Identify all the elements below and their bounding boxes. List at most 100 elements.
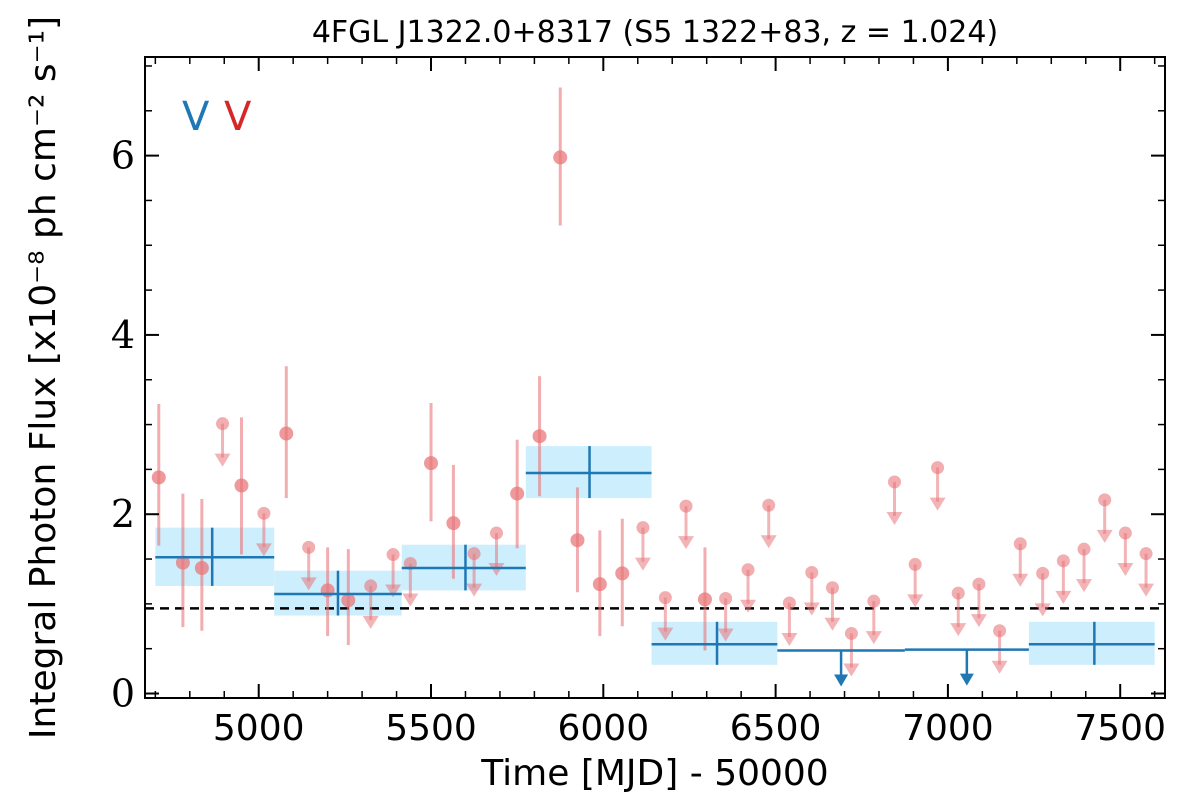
x-tick-label: 5000: [213, 708, 305, 749]
short-bin-limit-arrow: [950, 623, 967, 637]
short-bin-point: [532, 429, 547, 444]
short-bin-limit-arrow: [929, 497, 946, 511]
x-tick-label: 7000: [902, 708, 994, 749]
short-bin-series: [151, 87, 1155, 677]
short-bin-limit-point: [931, 461, 945, 475]
long-bin-limit-arrow: [834, 674, 849, 687]
short-bin-limit-arrow: [824, 617, 841, 631]
short-bin-limit-point: [1013, 537, 1027, 551]
short-bin-point: [234, 478, 249, 493]
x-tick-label: 6000: [557, 708, 649, 749]
short-bin-limit-point: [951, 586, 965, 600]
y-tick-label: 4: [111, 313, 135, 357]
short-bin-limit-arrow: [678, 536, 695, 550]
x-tick-label: 7500: [1074, 708, 1166, 749]
short-bin-point: [553, 150, 568, 165]
short-bin-limit-point: [302, 540, 316, 554]
long-bin-series: [155, 446, 1155, 687]
short-bin-limit-arrow: [634, 557, 651, 571]
short-bin-limit-point: [216, 417, 230, 431]
short-bin-limit-arrow: [803, 602, 820, 616]
short-bin-point: [175, 555, 190, 570]
short-bin-limit-point: [257, 506, 271, 520]
short-bin-limit-point: [825, 581, 839, 595]
short-bin-limit-point: [658, 591, 672, 605]
short-bin-point: [570, 533, 585, 548]
short-bin-point: [446, 516, 461, 531]
chart-title: 4FGL J1322.0+8317 (S5 1322+83, z = 1.024…: [312, 15, 998, 50]
short-bin-limit-arrow: [760, 535, 777, 549]
short-bin-limit-point: [1118, 526, 1132, 540]
short-bin-limit-point: [908, 557, 922, 571]
short-bin-limit-arrow: [991, 660, 1008, 674]
short-bin-limit-point: [782, 596, 796, 610]
short-bin-limit-arrow: [488, 563, 505, 577]
short-bin-limit-point: [887, 475, 901, 489]
short-bin-limit-arrow: [970, 614, 987, 628]
short-bin-limit-arrow: [843, 663, 860, 677]
short-bin-limit-point: [679, 499, 693, 513]
short-bin-limit-arrow: [402, 593, 419, 607]
y-axis-label: Integral Photon Flux [x10⁻⁸ ph cm⁻² s⁻¹]: [23, 16, 64, 739]
short-bin-point: [615, 566, 630, 581]
short-bin-limit-arrow: [385, 584, 402, 598]
short-bin-point: [341, 593, 356, 608]
short-bin-limit-arrow: [300, 577, 317, 591]
short-bin-limit-point: [467, 547, 481, 561]
short-bin-point: [151, 470, 166, 485]
short-bin-limit-point: [805, 565, 819, 579]
x-tick-label: 6500: [730, 708, 822, 749]
axis-ticks: 5000 5500 6000 6500 7000 7500 0 2 4 6: [111, 57, 1166, 749]
x-tick-label: 5500: [385, 708, 477, 749]
short-bin-point: [697, 592, 712, 607]
short-bin-limit-arrow: [1076, 579, 1093, 593]
long-bin-limit-arrow: [959, 673, 974, 686]
short-bin-limit-point: [1036, 566, 1050, 580]
short-bin-point: [592, 577, 607, 592]
short-bin-limit-point: [1139, 547, 1153, 561]
short-bin-point: [510, 486, 525, 501]
short-bin-limit-point: [762, 498, 776, 512]
short-bin-limit-arrow: [1117, 563, 1134, 577]
short-bin-point: [279, 426, 294, 441]
short-bin-limit-point: [993, 624, 1007, 638]
short-bin-limit-point: [741, 563, 755, 577]
short-bin-limit-point: [386, 548, 400, 562]
plot-frame: [144, 56, 1166, 699]
short-bin-point: [194, 561, 209, 576]
legend-label-red: V: [224, 94, 252, 140]
y-tick-label: 0: [111, 672, 135, 716]
short-bin-point: [424, 456, 439, 471]
short-bin-limit-arrow: [255, 543, 272, 557]
short-bin-limit-arrow: [886, 511, 903, 525]
short-bin-limit-point: [489, 526, 503, 540]
short-bin-limit-point: [972, 577, 986, 591]
short-bin-limit-point: [364, 579, 378, 593]
short-bin-limit-arrow: [466, 583, 483, 597]
short-bin-limit-arrow: [214, 453, 231, 467]
short-bin-limit-point: [1077, 542, 1091, 556]
short-bin-limit-point: [1056, 554, 1070, 568]
y-tick-label: 6: [111, 134, 135, 178]
short-bin-limit-arrow: [1138, 583, 1155, 597]
short-bin-limit-arrow: [1012, 573, 1029, 587]
short-bin-limit-arrow: [717, 628, 734, 642]
short-bin-limit-point: [1098, 493, 1112, 507]
short-bin-limit-arrow: [781, 632, 798, 646]
legend-label-blue: V: [182, 94, 210, 140]
short-bin-limit-point: [719, 591, 733, 605]
short-bin-limit-arrow: [362, 615, 379, 629]
y-tick-label: 2: [111, 492, 135, 536]
short-bin-limit-arrow: [740, 599, 757, 613]
short-bin-limit-arrow: [1055, 590, 1072, 604]
short-bin-limit-point: [636, 521, 650, 535]
short-bin-limit-arrow: [1034, 603, 1051, 617]
short-bin-limit-point: [867, 594, 881, 608]
short-bin-limit-arrow: [657, 627, 674, 641]
short-bin-limit-arrow: [907, 594, 924, 608]
short-bin-point: [320, 583, 335, 598]
short-bin-limit-arrow: [865, 631, 882, 645]
short-bin-limit-arrow: [1096, 529, 1113, 543]
x-axis-label: Time [MJD] - 50000: [480, 753, 828, 794]
